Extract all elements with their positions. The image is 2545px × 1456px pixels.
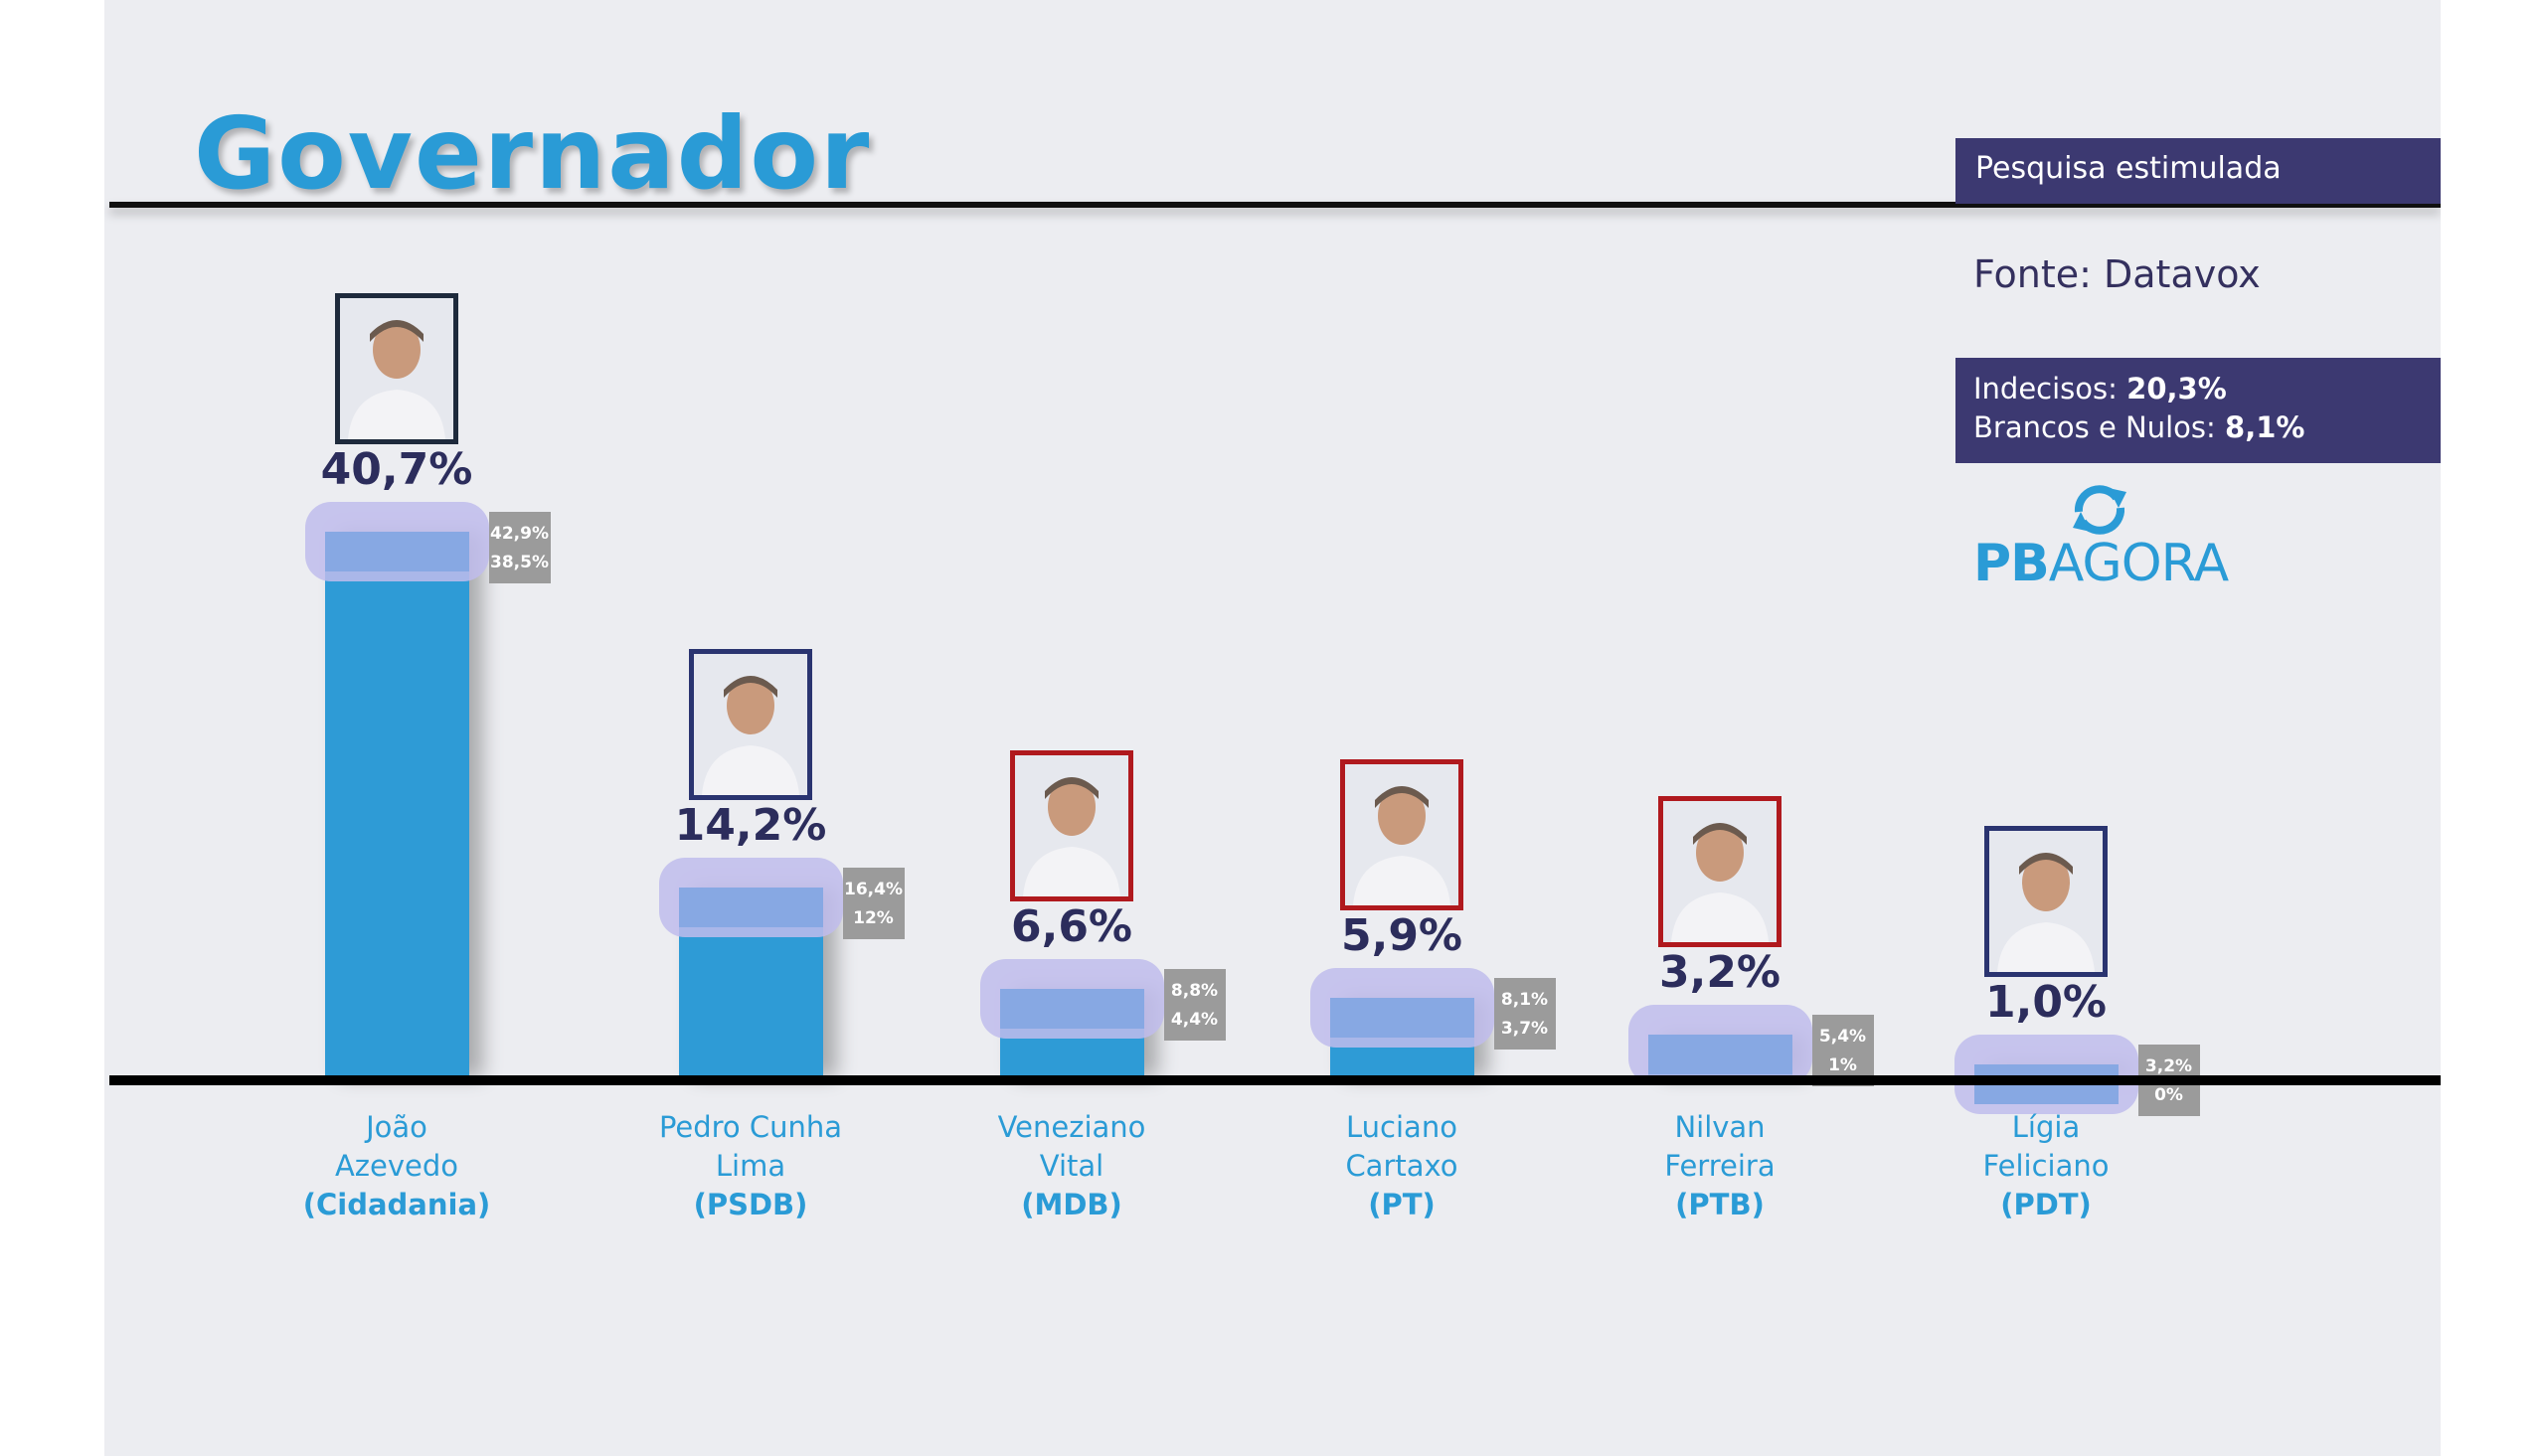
candidate-name-line2: Feliciano — [1982, 1149, 2110, 1183]
candidate-party: (PTB) — [1675, 1188, 1765, 1221]
candidate-party: (PDT) — [2000, 1188, 2092, 1221]
person-silhouette-icon — [694, 653, 807, 795]
margin-highlight-fill — [999, 989, 1144, 1030]
candidate-party: (Cidadania) — [302, 1188, 491, 1221]
value-label: 14,2% — [674, 799, 827, 851]
value-label: 1,0% — [1984, 976, 2108, 1028]
value-label: 5,9% — [1340, 910, 1463, 962]
candidate-photo-icon — [1340, 759, 1463, 911]
person-silhouette-icon — [1345, 764, 1458, 906]
error-margin-box: 5,4% 1% — [1811, 1014, 1874, 1086]
candidate-name-line1: Lígia — [2011, 1110, 2081, 1144]
blank-null-line: Brancos e Nulos: 8,1% — [1973, 408, 2441, 447]
value-label: 40,7% — [320, 444, 473, 496]
upper-bound-label: 8,1% — [1500, 990, 1549, 1011]
logo-wordmark: PBAGORA — [1973, 534, 2229, 593]
candidate-name: João Azevedo (Cidadania) — [248, 1108, 546, 1224]
refresh-arrows-icon — [2073, 485, 2126, 535]
candidate-photo-icon — [1010, 750, 1133, 902]
blank-null-label: Brancos e Nulos: — [1973, 410, 2216, 444]
blank-null-value: 8,1% — [2225, 410, 2305, 444]
candidate-name-line2: Azevedo — [334, 1149, 459, 1183]
undecided-label: Indecisos: — [1973, 372, 2118, 405]
chart-panel: Governador Pesquisa estimulada Fonte: Da… — [104, 0, 2441, 1456]
candidate-name: Pedro Cunha Lima (PSDB) — [601, 1108, 900, 1224]
chart-title: Governador — [194, 95, 872, 212]
margin-highlight-fill — [678, 887, 823, 927]
candidate-photo-icon — [689, 648, 812, 800]
candidate-party: (MDB) — [1021, 1188, 1122, 1221]
bar-1 — [324, 532, 469, 1077]
candidate-name: Nilvan Ferreira (PTB) — [1571, 1108, 1869, 1224]
person-silhouette-icon — [1663, 800, 1777, 942]
logo-agora: AGORA — [2048, 534, 2229, 593]
margin-highlight-fill — [1647, 1034, 1792, 1074]
upper-bound-label: 42,9% — [490, 524, 549, 545]
error-margin-box: 8,8% 4,4% — [1163, 969, 1226, 1042]
source-label: Fonte: Datavox — [1973, 252, 2261, 296]
candidate-name-line2: Lima — [715, 1149, 786, 1183]
candidate-name-line2: Vital — [1039, 1149, 1104, 1183]
candidate-name-line1: Pedro Cunha — [658, 1110, 843, 1144]
candidate-name-line1: Luciano — [1346, 1110, 1457, 1144]
error-margin-box: 8,1% 3,7% — [1493, 978, 1556, 1051]
candidate-photo-icon — [1658, 795, 1782, 947]
candidate-name: Veneziano Vital (MDB) — [923, 1108, 1221, 1224]
lower-bound-label: 0% — [2154, 1084, 2183, 1105]
value-label: 6,6% — [1010, 901, 1133, 953]
candidate-party: (PT) — [1368, 1188, 1436, 1221]
logo-pb: PB — [1973, 534, 2050, 593]
margin-highlight-fill — [1329, 998, 1474, 1039]
error-margin-box: 42,9% 38,5% — [488, 512, 551, 584]
upper-bound-label: 5,4% — [1818, 1026, 1867, 1047]
lower-bound-label: 12% — [853, 907, 894, 928]
undecided-line: Indecisos: 20,3% — [1973, 370, 2441, 408]
upper-bound-label: 3,2% — [2144, 1055, 2193, 1076]
error-margin-box: 3,2% 0% — [2137, 1044, 2200, 1116]
candidate-name-line2: Ferreira — [1664, 1149, 1776, 1183]
candidate-name-line1: Nilvan — [1674, 1110, 1766, 1144]
candidate-photo-icon — [1984, 825, 2108, 977]
pbagora-logo: PBAGORA — [1973, 482, 2232, 593]
candidate-name-line1: João — [366, 1110, 427, 1144]
person-silhouette-icon — [1015, 755, 1128, 897]
lower-bound-label: 1% — [1828, 1054, 1857, 1075]
chart-baseline — [109, 1075, 2441, 1085]
lower-bound-label: 3,7% — [1500, 1019, 1549, 1040]
person-silhouette-icon — [340, 298, 453, 440]
margin-highlight-fill — [324, 532, 469, 572]
lower-bound-label: 4,4% — [1170, 1010, 1219, 1031]
upper-bound-label: 8,8% — [1170, 981, 1219, 1002]
value-label: 3,2% — [1658, 946, 1782, 998]
upper-bound-label: 16,4% — [844, 879, 903, 899]
error-margin-box: 16,4% 12% — [842, 867, 905, 939]
candidate-party: (PSDB) — [693, 1188, 808, 1221]
candidate-name-line1: Veneziano — [997, 1110, 1146, 1144]
survey-type-label: Pesquisa estimulada — [1975, 151, 2282, 186]
survey-type-badge: Pesquisa estimulada — [1955, 138, 2441, 204]
undecided-value: 20,3% — [2126, 372, 2227, 405]
title-divider — [109, 202, 2441, 208]
candidate-name: Lígia Feliciano (PDT) — [1897, 1108, 2195, 1224]
undecided-summary-box: Indecisos: 20,3% Brancos e Nulos: 8,1% — [1955, 358, 2441, 463]
person-silhouette-icon — [1989, 830, 2103, 972]
candidate-name: Luciano Cartaxo (PT) — [1253, 1108, 1551, 1224]
candidate-photo-icon — [335, 293, 458, 445]
candidate-name-line2: Cartaxo — [1345, 1149, 1458, 1183]
lower-bound-label: 38,5% — [490, 553, 549, 573]
